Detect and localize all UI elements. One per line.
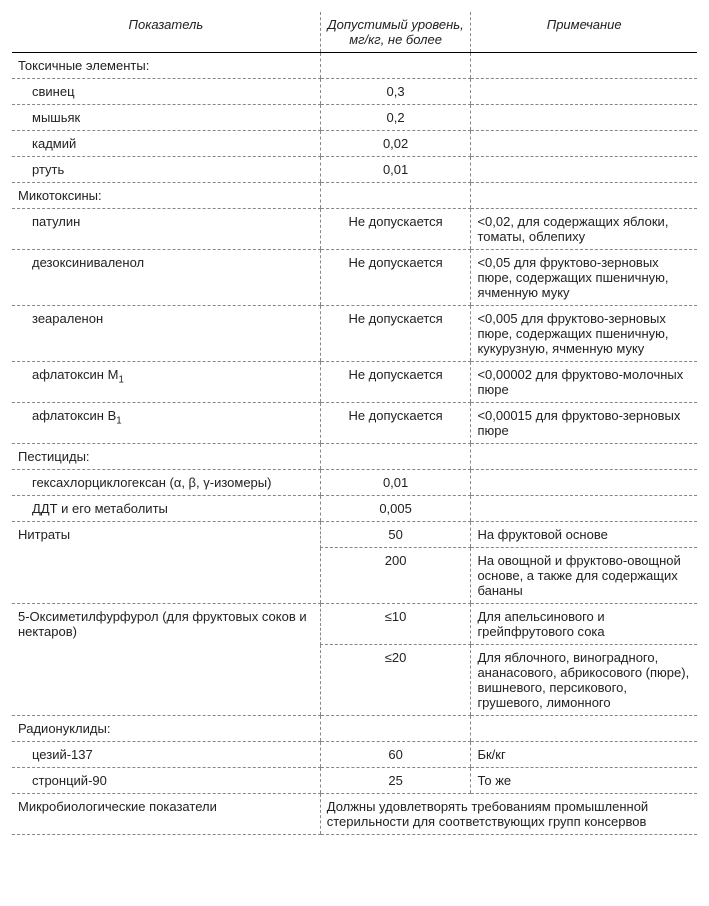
row-lead: свинец 0,3 <box>12 79 697 105</box>
row-cs137: цезий-137 60 Бк/кг <box>12 742 697 768</box>
note-cell <box>471 496 697 522</box>
limit-value: ≤20 <box>320 645 471 716</box>
safety-limits-table: Показатель Допустимый уровень, мг/кг, не… <box>12 12 697 835</box>
indicator-name: свинец <box>12 79 320 105</box>
note-cell: <0,05 для фруктово-зерновых пюре, содерж… <box>471 250 697 306</box>
note-cell: Для яблочного, виноградного, ананасового… <box>471 645 697 716</box>
indicator-name: афлатоксин B1 <box>12 403 320 444</box>
header-row: Показатель Допустимый уровень, мг/кг, не… <box>12 12 697 53</box>
note-cell <box>471 79 697 105</box>
indicator-name: гексахлорциклогексан (α, β, γ-изомеры) <box>12 470 320 496</box>
note-cell: <0,02, для содержащих яблоки, томаты, об… <box>471 209 697 250</box>
note-cell: <0,00015 для фруктово-зерновых пюре <box>471 403 697 444</box>
section-mycotoxins: Микотоксины: <box>12 183 697 209</box>
indicator-name: мышьяк <box>12 105 320 131</box>
header-indicator: Показатель <box>12 12 320 53</box>
row-arsenic: мышьяк 0,2 <box>12 105 697 131</box>
section-pesticides: Пестициды: <box>12 444 697 470</box>
limit-value: 0,2 <box>320 105 471 131</box>
note-cell: Бк/кг <box>471 742 697 768</box>
row-cadmium: кадмий 0,02 <box>12 131 697 157</box>
limit-value: 50 <box>320 522 471 548</box>
section-label: Токсичные элементы: <box>12 53 320 79</box>
limit-value: 25 <box>320 768 471 794</box>
indicator-name: афлатоксин M1 <box>12 362 320 403</box>
row-sr90: стронций-90 25 То же <box>12 768 697 794</box>
row-microbiological: Микробиологические показатели Должны удо… <box>12 794 697 835</box>
note-cell: То же <box>471 768 697 794</box>
note-cell <box>471 105 697 131</box>
row-aflatoxin-m1: афлатоксин M1 Не допускается <0,00002 дл… <box>12 362 697 403</box>
note-cell: Должны удовлетворять требованиям промышл… <box>320 794 697 835</box>
note-cell: <0,005 для фруктово-зерновых пюре, содер… <box>471 306 697 362</box>
section-toxic: Токсичные элементы: <box>12 53 697 79</box>
indicator-name: патулин <box>12 209 320 250</box>
row-patulin: патулин Не допускается <0,02, для содерж… <box>12 209 697 250</box>
indicator-name: стронций-90 <box>12 768 320 794</box>
limit-value: 0,02 <box>320 131 471 157</box>
row-mercury: ртуть 0,01 <box>12 157 697 183</box>
limit-value: 0,3 <box>320 79 471 105</box>
limit-value: 0,005 <box>320 496 471 522</box>
header-limit: Допустимый уровень, мг/кг, не более <box>320 12 471 53</box>
section-label: Нитраты <box>12 522 320 604</box>
note-cell: На фруктовой основе <box>471 522 697 548</box>
note-cell <box>471 157 697 183</box>
indicator-name: ДДТ и его метаболиты <box>12 496 320 522</box>
section-label: Микробиологические показатели <box>12 794 320 835</box>
section-label: Микотоксины: <box>12 183 320 209</box>
note-cell <box>471 131 697 157</box>
indicator-name: зеараленон <box>12 306 320 362</box>
limit-value: 0,01 <box>320 157 471 183</box>
limit-value: Не допускается <box>320 209 471 250</box>
limit-value: ≤10 <box>320 604 471 645</box>
note-cell <box>471 470 697 496</box>
indicator-name: дезоксиниваленол <box>12 250 320 306</box>
limit-value: Не допускается <box>320 306 471 362</box>
limit-value: 60 <box>320 742 471 768</box>
section-radionuclides: Радионуклиды: <box>12 716 697 742</box>
limit-value: Не допускается <box>320 403 471 444</box>
note-cell: На овощной и фруктово-овощной основе, а … <box>471 548 697 604</box>
note-cell: <0,00002 для фруктово-молочных пюре <box>471 362 697 403</box>
section-label: Радионуклиды: <box>12 716 320 742</box>
row-don: дезоксиниваленол Не допускается <0,05 дл… <box>12 250 697 306</box>
note-cell: Для апельсинового и грейпфрутового сока <box>471 604 697 645</box>
limit-value: Не допускается <box>320 362 471 403</box>
row-hch: гексахлорциклогексан (α, β, γ-изомеры) 0… <box>12 470 697 496</box>
row-nitrates-1: Нитраты 50 На фруктовой основе <box>12 522 697 548</box>
row-zearalenone: зеараленон Не допускается <0,005 для фру… <box>12 306 697 362</box>
limit-value: 200 <box>320 548 471 604</box>
indicator-name: кадмий <box>12 131 320 157</box>
header-note: Примечание <box>471 12 697 53</box>
limit-value: 0,01 <box>320 470 471 496</box>
row-omf-1: 5-Оксиметилфурфурол (для фруктовых соков… <box>12 604 697 645</box>
row-aflatoxin-b1: афлатоксин B1 Не допускается <0,00015 дл… <box>12 403 697 444</box>
indicator-name: цезий-137 <box>12 742 320 768</box>
section-label: Пестициды: <box>12 444 320 470</box>
row-ddt: ДДТ и его метаболиты 0,005 <box>12 496 697 522</box>
section-label: 5-Оксиметилфурфурол (для фруктовых соков… <box>12 604 320 716</box>
limit-value: Не допускается <box>320 250 471 306</box>
indicator-name: ртуть <box>12 157 320 183</box>
